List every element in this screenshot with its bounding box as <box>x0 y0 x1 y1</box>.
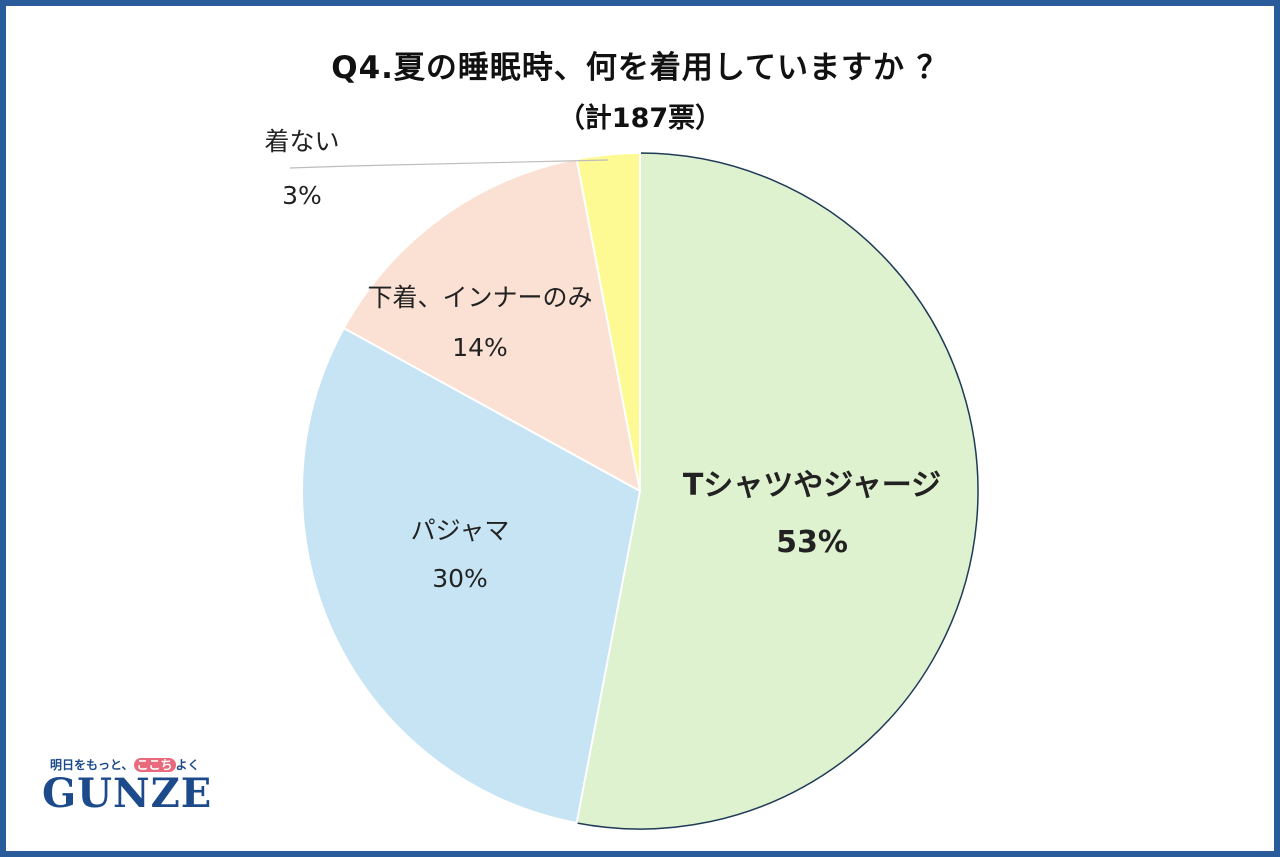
slice-value-label: 14% <box>452 333 508 362</box>
slice-category-label: 着ない <box>264 127 339 156</box>
chart-title: Q4.夏の睡眠時、何を着用していますか ？ <box>331 50 949 86</box>
logo-tagline-start: 明日をもっと、 <box>50 758 134 772</box>
slice-category-label: Tシャツやジャージ <box>683 468 941 503</box>
logo-tagline-end: よく <box>175 758 200 772</box>
pie-slice <box>575 152 979 830</box>
pie-slice <box>301 326 642 825</box>
pie-slice <box>575 151 641 492</box>
slice-category-label: パジャマ <box>411 516 510 545</box>
pie-slice <box>342 157 642 493</box>
leader-line <box>289 159 609 169</box>
logo-wordmark: GUNZE <box>42 770 213 817</box>
chart-subtitle: （計187票） <box>557 103 723 134</box>
slice-value-label: 30% <box>432 564 488 593</box>
gunze-logo: 明日をもっと、 ここち よく GUNZE <box>42 752 222 822</box>
logo-tagline-heart: ここち <box>133 758 176 772</box>
logo-tagline: 明日をもっと、 ここち よく <box>50 756 200 773</box>
slice-value-label: 3% <box>282 181 322 210</box>
slice-category-label: 下着、インナーのみ <box>367 283 592 312</box>
slice-value-label: 53% <box>776 525 848 560</box>
